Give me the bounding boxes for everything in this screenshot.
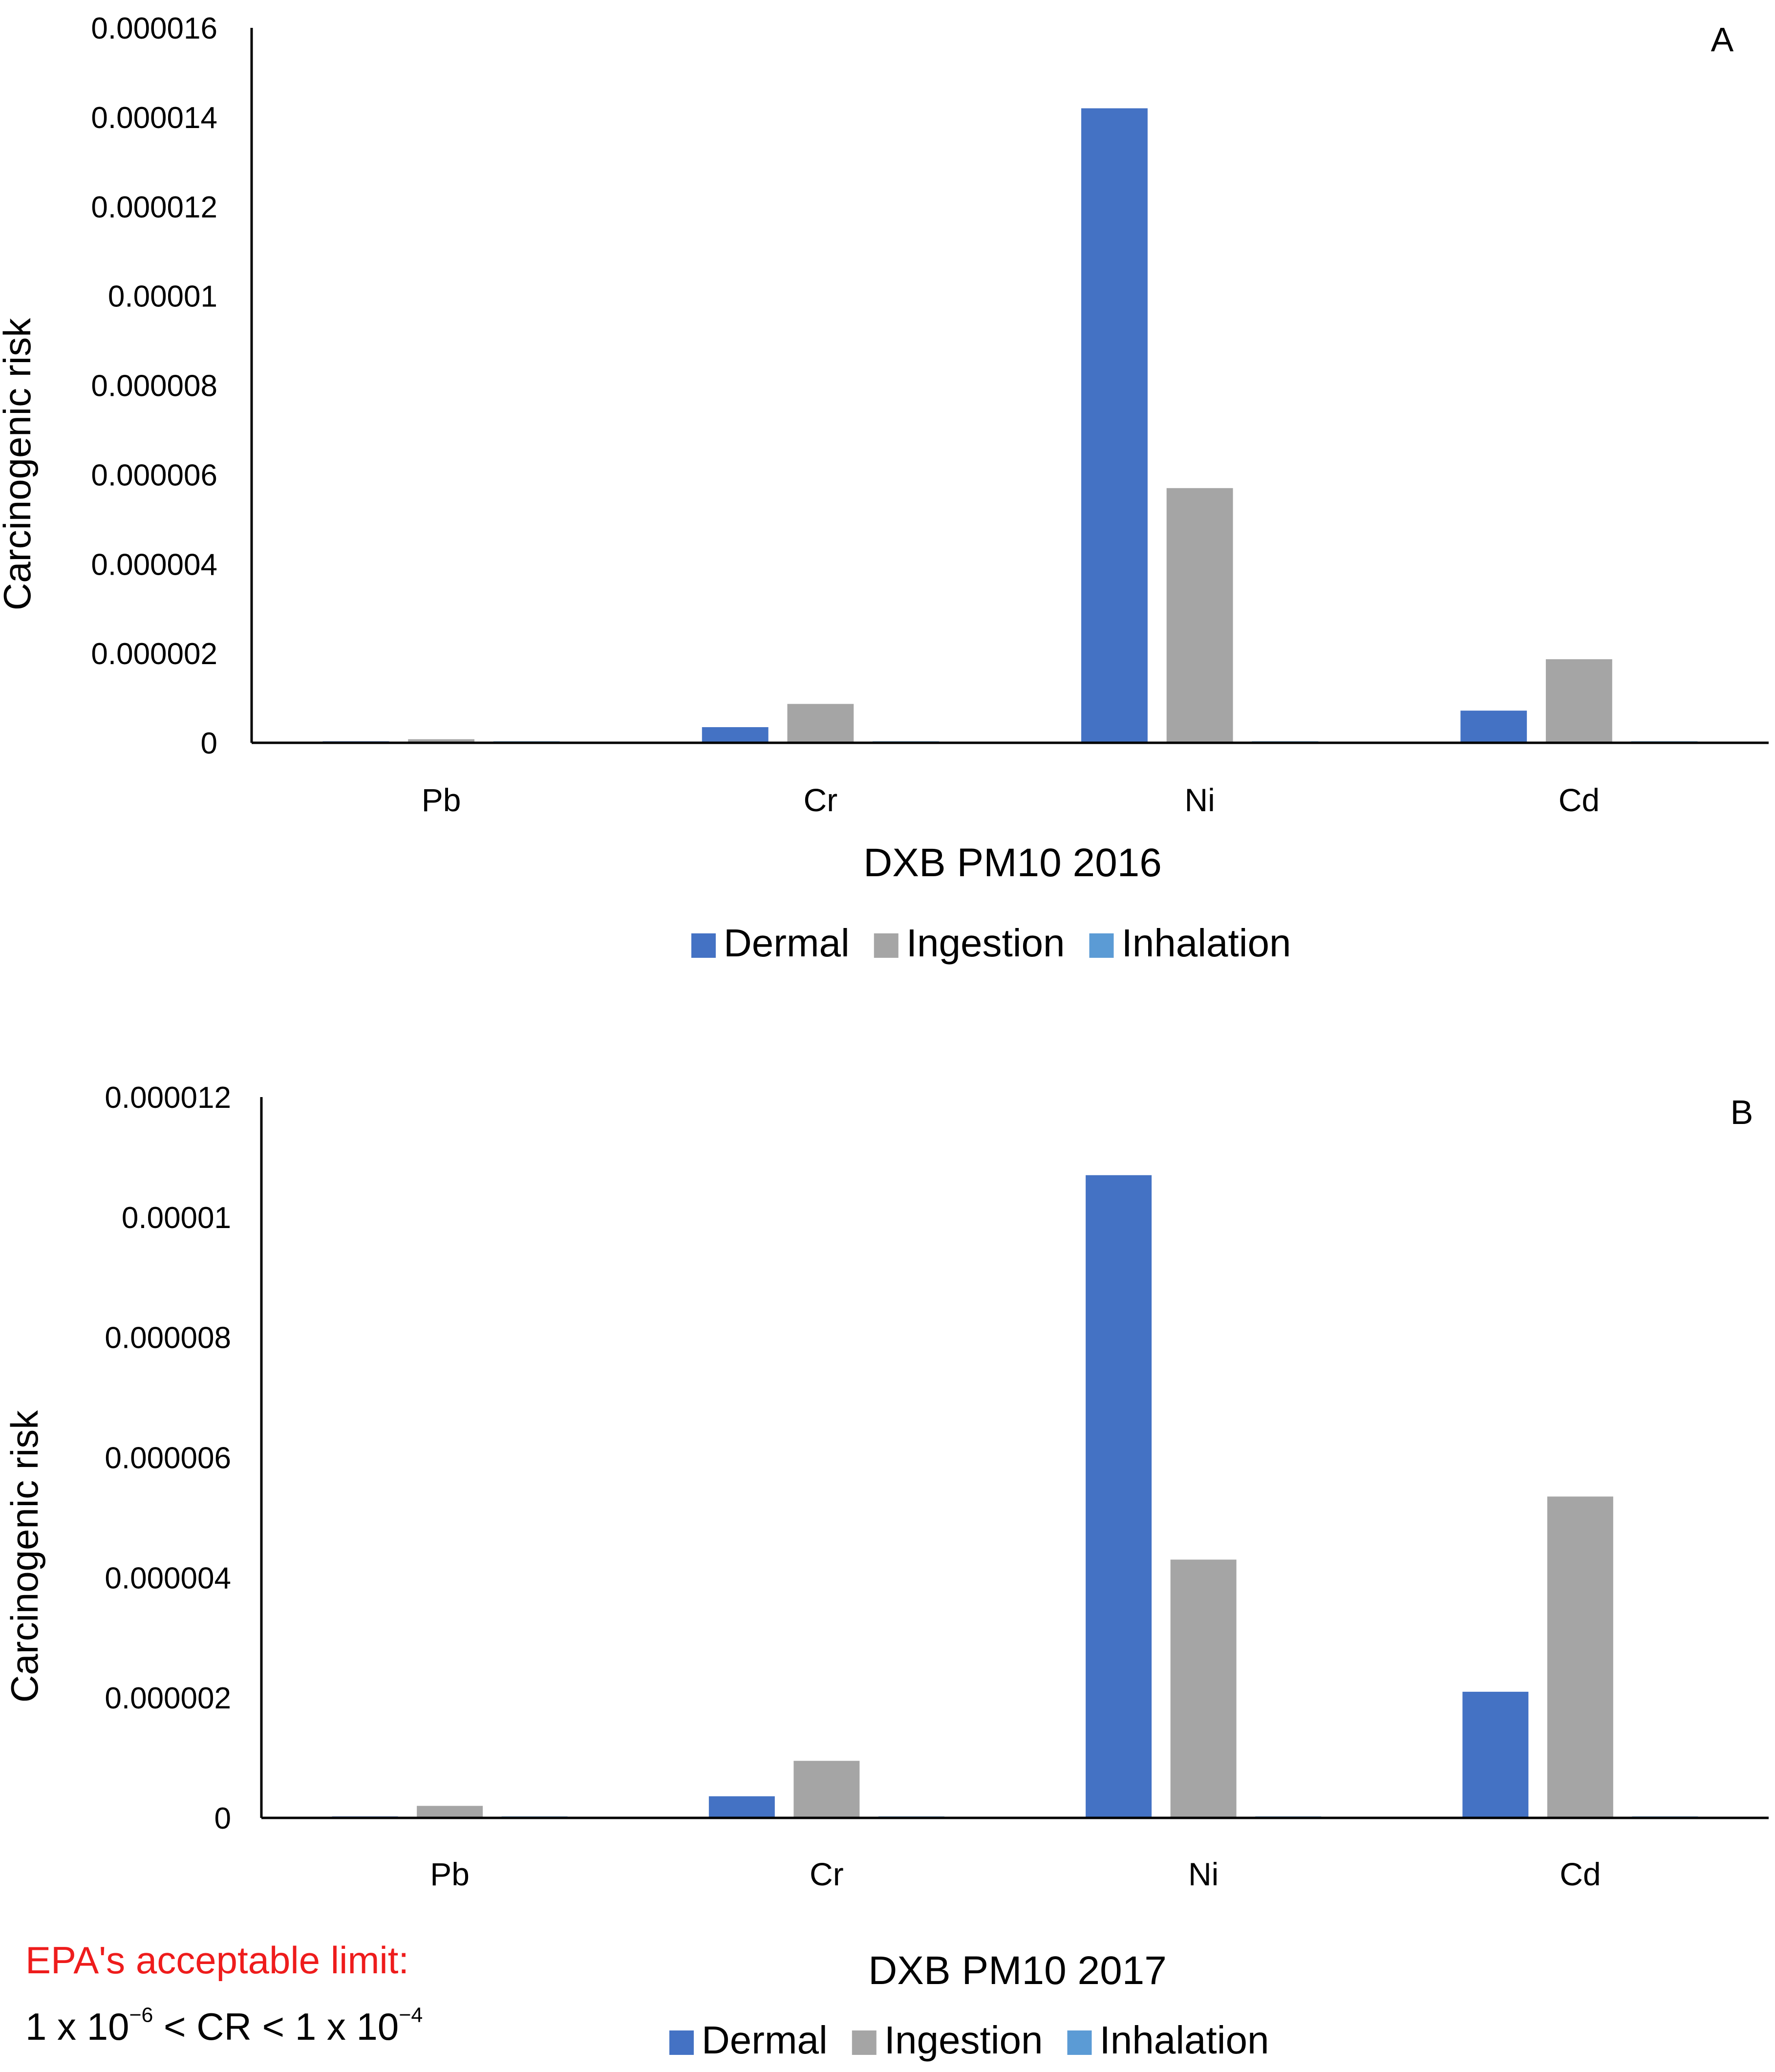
panel-2-x-axis-title: DXB PM10 2017	[868, 1948, 1167, 1993]
panel-2-ytick-label: 0	[214, 1802, 231, 1835]
panel-2-y-axis-title: Carcinogenic risk	[3, 1410, 46, 1703]
panel-1-category-label: Cd	[1559, 782, 1600, 818]
epa-limit-title: EPA's acceptable limit:	[25, 1939, 409, 1982]
panel-1-ytick-label: 0.000002	[91, 637, 217, 671]
panel-1-category-label: Cr	[804, 782, 838, 818]
panel-1-legend-swatch-ingestion	[874, 933, 898, 958]
formula-exp-low: −6	[129, 2003, 153, 2027]
panel-1-legend-swatch-dermal	[691, 933, 716, 958]
panel-1-bar-ingestion-cr	[787, 704, 854, 743]
panel-1-category-label: Pb	[422, 782, 461, 818]
formula-exp-high: −4	[399, 2003, 423, 2027]
panel-1-legend-label-dermal: Dermal	[724, 921, 850, 965]
panel-1-ytick-label: 0	[201, 727, 217, 760]
panel-2-ytick-label: 0.00001	[122, 1201, 231, 1235]
panel-1-panel-label: A	[1711, 21, 1734, 59]
panel-1-bar-dermal-ni	[1081, 108, 1148, 743]
panel-2-legend-label-ingestion: Ingestion	[884, 2018, 1043, 2062]
panel-2-panel-label: B	[1731, 1093, 1754, 1131]
panel-1-ytick-label: 0.000008	[91, 369, 217, 403]
panel-1-bar-ingestion-ni	[1166, 488, 1233, 743]
panel-2-category-label: Ni	[1188, 1856, 1219, 1892]
panel-1-ytick-label: 0.000016	[91, 12, 217, 45]
panel-1-bar-ingestion-pb	[408, 739, 475, 743]
epa-limit-formula: 1 x 10−6 < CR < 1 x 10−4	[25, 2003, 423, 2048]
panel-2-category-label: Pb	[430, 1856, 470, 1892]
panel-1-legend-label-inhalation: Inhalation	[1122, 921, 1291, 965]
panel-2-bar-dermal-ni	[1086, 1175, 1152, 1818]
panel-1-x-axis-title: DXB PM10 2016	[863, 841, 1162, 885]
panel-2-ytick-label: 0.000008	[105, 1321, 231, 1355]
panel-2-bar-ingestion-cd	[1547, 1496, 1613, 1818]
panel-1-legend-swatch-inhalation	[1089, 933, 1114, 958]
panel-2-legend-label-dermal: Dermal	[702, 2018, 828, 2062]
panel-2-legend-label-inhalation: Inhalation	[1100, 2018, 1269, 2062]
panel-2-legend-swatch-ingestion	[852, 2030, 877, 2055]
panel-1-ytick-label: 0.000012	[91, 191, 217, 224]
panel-1-ytick-label: 0.000006	[91, 458, 217, 492]
panel-2-legend-swatch-inhalation	[1067, 2030, 1092, 2055]
formula-left: 1 x 10	[25, 2005, 129, 2048]
panel-2-bar-dermal-cr	[708, 1796, 775, 1818]
panel-2-ytick-label: 0.000002	[105, 1682, 231, 1715]
panel-1-legend-label-ingestion: Ingestion	[906, 921, 1065, 965]
panel-2-legend-swatch-dermal	[669, 2030, 694, 2055]
panel-1-bar-dermal-cd	[1460, 711, 1527, 743]
panel-2-bar-ingestion-cr	[793, 1761, 860, 1818]
panel-2-category-label: Cr	[810, 1856, 844, 1892]
panel-1-bar-ingestion-cd	[1545, 659, 1612, 743]
panel-1-bar-dermal-cr	[702, 727, 769, 743]
panel-2-ytick-label: 0.000004	[105, 1561, 231, 1595]
panel-2-category-label: Cd	[1560, 1856, 1601, 1892]
panel-2-ytick-label: 0.000012	[105, 1081, 231, 1115]
formula-mid: < CR < 1 x 10	[153, 2005, 399, 2048]
panel-1-ytick-label: 0.000014	[91, 101, 217, 135]
panel-1-ytick-label: 0.00001	[108, 280, 217, 314]
panel-2-bar-dermal-cd	[1462, 1691, 1529, 1818]
panel-2-bar-ingestion-pb	[417, 1806, 483, 1818]
panel-1-category-label: Ni	[1184, 782, 1215, 818]
panel-2-bar-ingestion-ni	[1170, 1559, 1237, 1818]
panel-1-ytick-label: 0.000004	[91, 548, 217, 582]
panel-1-y-axis-title: Carcinogenic risk	[0, 318, 39, 610]
panel-2-ytick-label: 0.000006	[105, 1442, 231, 1475]
